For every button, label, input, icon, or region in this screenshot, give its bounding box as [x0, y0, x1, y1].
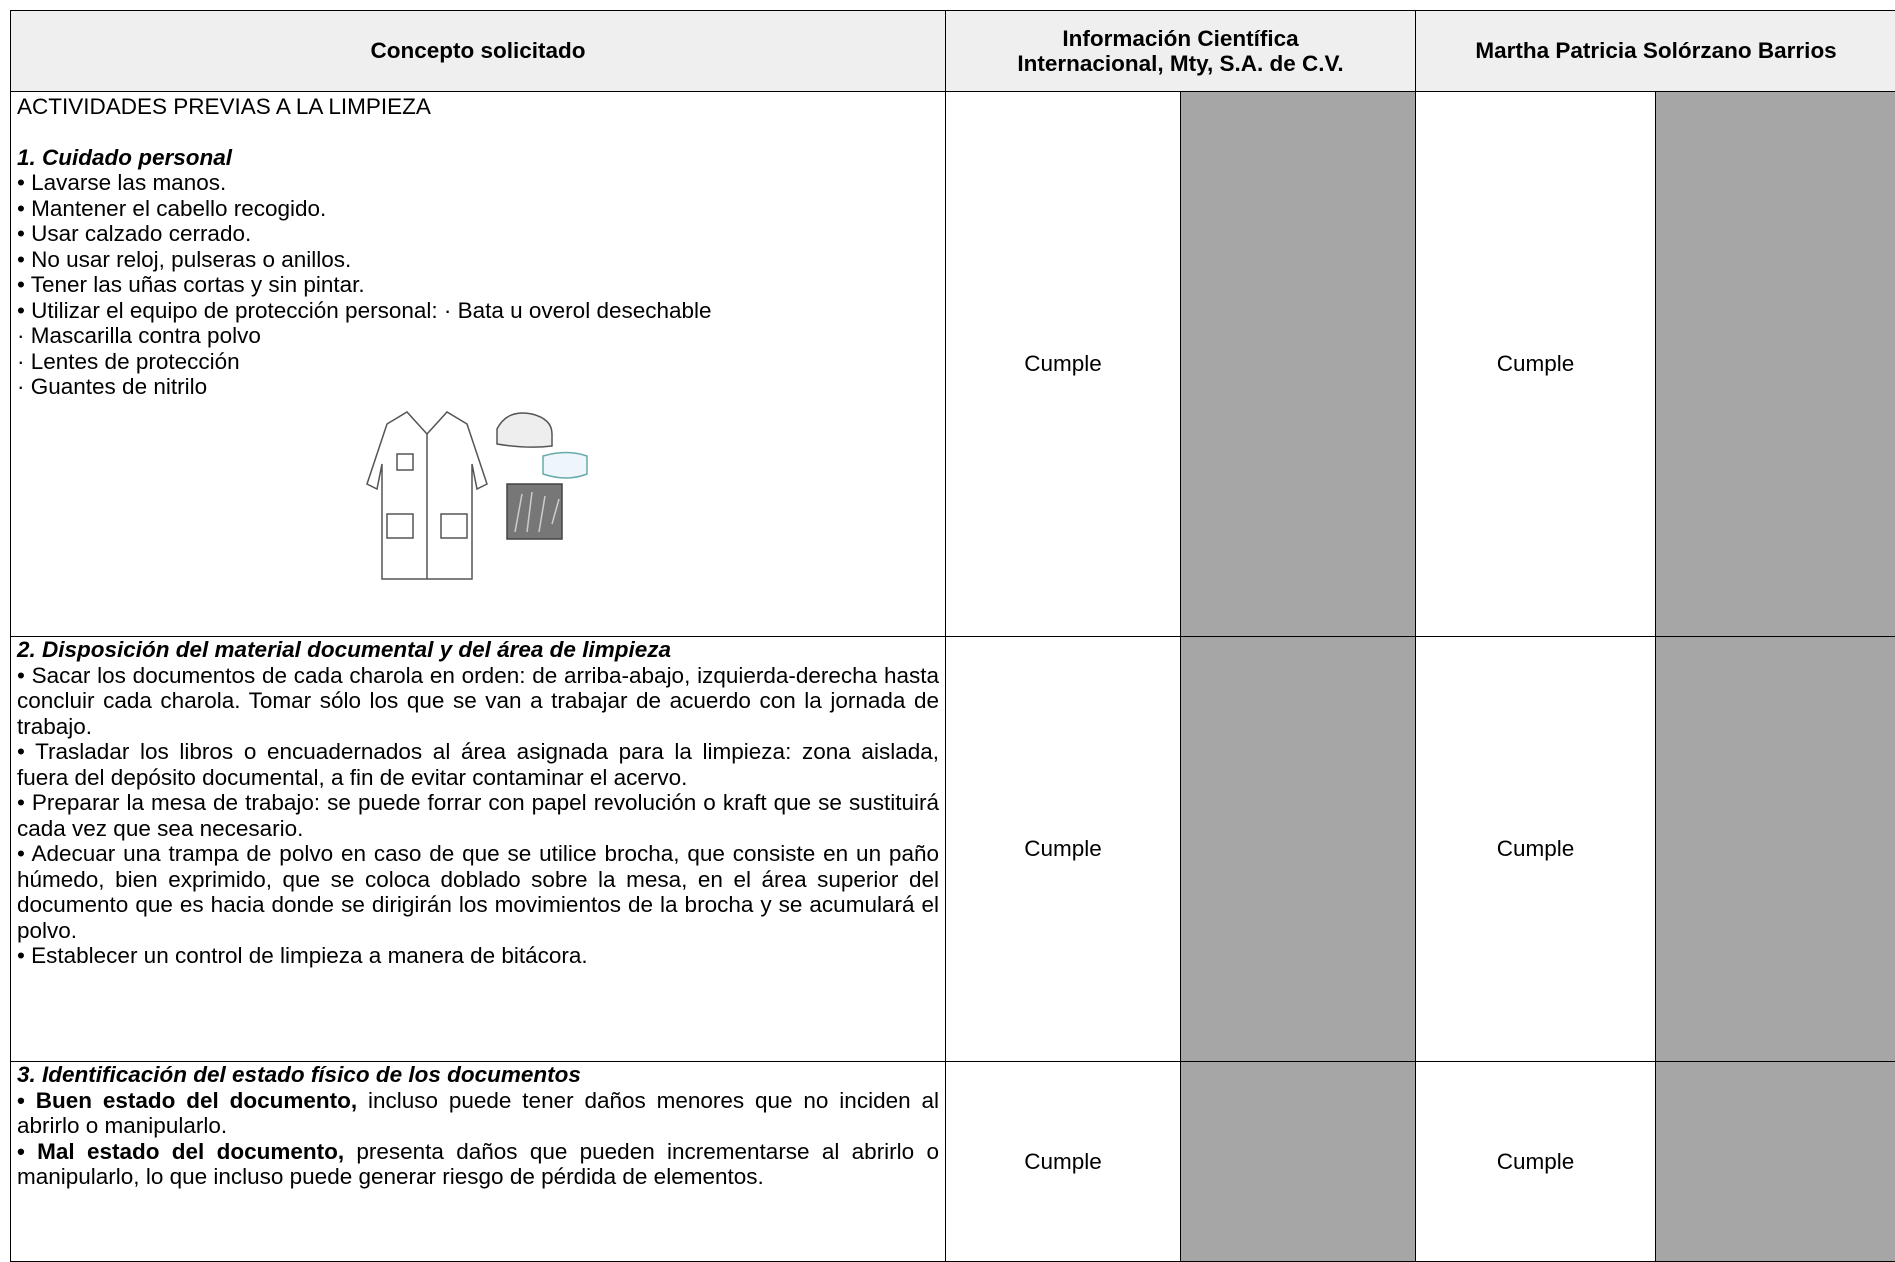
item: • Establecer un control de limpieza a ma…: [17, 943, 939, 969]
result: Cumple: [1497, 836, 1575, 861]
item-bold: • Buen estado del documento,: [17, 1088, 357, 1113]
evaluation-table: Concepto solicitado Información Científi…: [10, 10, 1895, 1262]
empty-cell: [1656, 637, 1895, 1062]
item: • Preparar la mesa de trabajo: se puede …: [17, 790, 939, 841]
empty-cell: [1656, 92, 1895, 637]
item: • Adecuar una trampa de polvo en caso de…: [17, 841, 939, 943]
item: • Trasladar los libros o encuadernados a…: [17, 739, 939, 790]
result-cell: Cumple: [1416, 637, 1656, 1062]
row: ACTIVIDADES PREVIAS A LA LIMPIEZA 1. Cui…: [11, 92, 1895, 637]
concept-cell: 3. Identificación del estado físico de l…: [11, 1062, 946, 1262]
item: • Usar calzado cerrado.: [17, 221, 939, 247]
header-text: Internacional, Mty, S.A. de C.V.: [952, 51, 1409, 77]
concept-cell: ACTIVIDADES PREVIAS A LA LIMPIEZA 1. Cui…: [11, 92, 946, 637]
heading: 3. Identificación del estado físico de l…: [17, 1062, 939, 1088]
item: · Guantes de nitrilo: [17, 374, 939, 400]
result-cell: Cumple: [946, 1062, 1181, 1262]
item: • Mal estado del documento, presenta dañ…: [17, 1139, 939, 1190]
result: Cumple: [1024, 351, 1102, 376]
item: • Mantener el cabello recogido.: [17, 196, 939, 222]
concept-cell: 2. Disposición del material documental y…: [11, 637, 946, 1062]
empty-cell: [1181, 92, 1416, 637]
item: • Lavarse las manos.: [17, 170, 939, 196]
header-cell: Martha Patricia Solórzano Barrios: [1416, 11, 1895, 92]
result: Cumple: [1024, 1149, 1102, 1174]
result: Cumple: [1497, 351, 1575, 376]
item-bold: • Mal estado del documento,: [17, 1139, 344, 1164]
row: 3. Identificación del estado físico de l…: [11, 1062, 1895, 1262]
result-cell: Cumple: [1416, 1062, 1656, 1262]
ppe-illustration: [347, 404, 607, 584]
result-cell: Cumple: [946, 637, 1181, 1062]
header-row: Concepto solicitado Información Científi…: [11, 11, 1895, 92]
item: · Lentes de protección: [17, 349, 939, 375]
heading: 1. Cuidado personal: [17, 145, 939, 171]
row: 2. Disposición del material documental y…: [11, 637, 1895, 1062]
section-title: ACTIVIDADES PREVIAS A LA LIMPIEZA: [17, 94, 939, 120]
heading: 2. Disposición del material documental y…: [17, 637, 939, 663]
header-text: Martha Patricia Solórzano Barrios: [1475, 38, 1836, 63]
header-text: Información Científica: [952, 26, 1409, 52]
item: · Mascarilla contra polvo: [17, 323, 939, 349]
header-cell: Concepto solicitado: [11, 11, 946, 92]
item: • Utilizar el equipo de protección perso…: [17, 298, 939, 324]
result: Cumple: [1497, 1149, 1575, 1174]
result-cell: Cumple: [946, 92, 1181, 637]
result-cell: Cumple: [1416, 92, 1656, 637]
item: • No usar reloj, pulseras o anillos.: [17, 247, 939, 273]
header-text: Concepto solicitado: [370, 38, 585, 63]
result: Cumple: [1024, 836, 1102, 861]
empty-cell: [1181, 637, 1416, 1062]
empty-cell: [1181, 1062, 1416, 1262]
empty-cell: [1656, 1062, 1895, 1262]
item: • Buen estado del documento, incluso pue…: [17, 1088, 939, 1139]
item: • Sacar los documentos de cada charola e…: [17, 663, 939, 740]
item: • Tener las uñas cortas y sin pintar.: [17, 272, 939, 298]
